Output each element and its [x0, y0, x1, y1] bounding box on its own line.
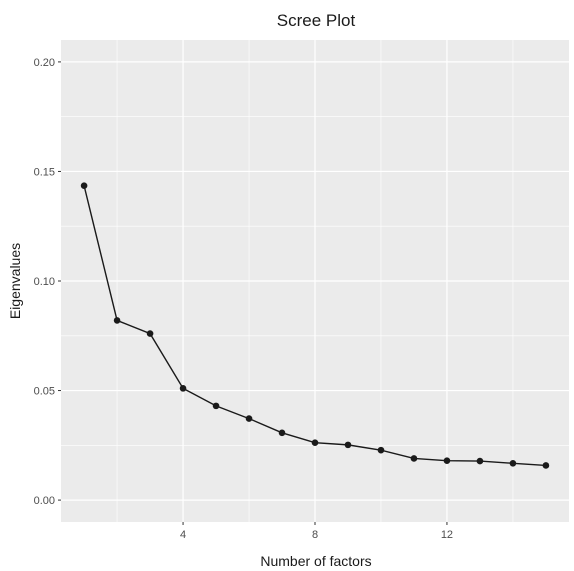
- data-point: [378, 447, 385, 454]
- data-point: [279, 430, 286, 437]
- data-point: [81, 182, 88, 189]
- data-point: [477, 458, 484, 465]
- data-point: [543, 462, 550, 469]
- y-tick-label: 0.15: [34, 166, 55, 178]
- x-axis-ticks: 4 8 12: [180, 522, 453, 541]
- data-point: [246, 415, 253, 422]
- x-tick-label: 8: [312, 529, 318, 541]
- x-axis-title: Number of factors: [260, 553, 371, 569]
- y-tick-label: 0.20: [34, 57, 55, 69]
- data-point: [510, 460, 517, 467]
- data-point: [444, 457, 451, 464]
- y-tick-label: 0.10: [34, 276, 55, 288]
- chart-title: Scree Plot: [277, 11, 356, 30]
- y-tick-label: 0.00: [34, 495, 55, 507]
- data-point: [345, 442, 352, 449]
- y-axis-ticks: 0.00 0.05 0.10 0.15 0.20: [34, 57, 61, 507]
- data-point: [213, 403, 220, 410]
- data-point: [180, 385, 187, 392]
- x-tick-label: 4: [180, 529, 186, 541]
- data-point: [312, 439, 319, 446]
- data-point: [147, 330, 154, 337]
- data-point: [411, 455, 418, 462]
- y-tick-label: 0.05: [34, 386, 55, 398]
- x-tick-label: 12: [441, 529, 453, 541]
- y-axis-title: Eigenvalues: [7, 243, 23, 319]
- data-point: [114, 317, 121, 324]
